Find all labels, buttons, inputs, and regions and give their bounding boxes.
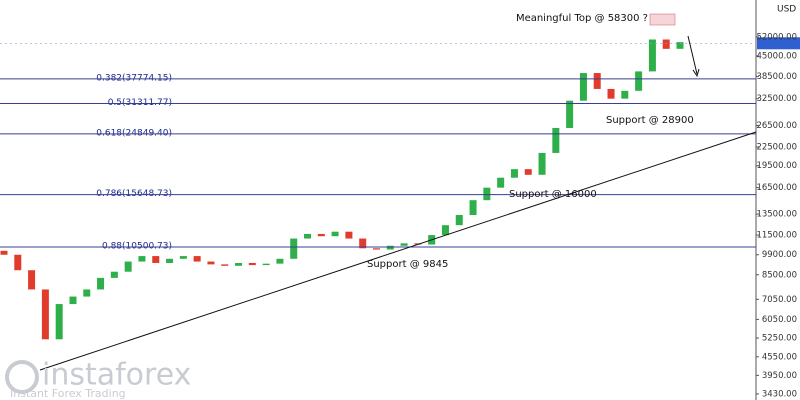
candle bbox=[400, 243, 408, 246]
arrow-head bbox=[692, 68, 700, 78]
candle bbox=[193, 256, 201, 262]
annotation: Support @ 28900 bbox=[606, 115, 694, 126]
candle bbox=[14, 254, 22, 271]
candle bbox=[345, 231, 353, 239]
candle bbox=[69, 296, 77, 305]
y-tick-label: 13500.00 bbox=[756, 210, 797, 220]
candle bbox=[621, 90, 629, 99]
candle bbox=[55, 304, 63, 340]
candle bbox=[0, 250, 8, 255]
candle bbox=[276, 258, 284, 264]
y-tick-label: 9900.00 bbox=[762, 250, 797, 260]
trend-line bbox=[39, 131, 757, 371]
y-tick-label: 22500.00 bbox=[756, 142, 797, 152]
candle bbox=[662, 39, 670, 49]
candle bbox=[359, 238, 367, 249]
y-tick-label: 8500.00 bbox=[762, 270, 797, 280]
y-tick-label: 52000.00 bbox=[756, 32, 797, 42]
candle bbox=[441, 225, 449, 236]
y-tick-label: 38500.00 bbox=[756, 72, 797, 82]
y-tick-label: 26500.00 bbox=[756, 121, 797, 131]
candle bbox=[138, 256, 146, 262]
candle bbox=[579, 73, 587, 101]
candle bbox=[635, 71, 643, 91]
candle bbox=[124, 261, 132, 272]
candle bbox=[676, 42, 684, 49]
brand: instaforex bbox=[42, 358, 191, 393]
candle bbox=[607, 88, 615, 99]
candle bbox=[97, 277, 105, 290]
candle bbox=[372, 248, 380, 250]
top-zone bbox=[649, 13, 676, 26]
tagline: Instant Forex Trading bbox=[10, 387, 126, 400]
candle bbox=[552, 127, 560, 153]
y-tick-label: 5250.00 bbox=[762, 334, 797, 344]
y-tick-label: 11500.00 bbox=[756, 231, 797, 241]
candle bbox=[179, 256, 187, 259]
watermark: instaforex Instant Forex Trading bbox=[5, 358, 191, 400]
candle bbox=[593, 73, 601, 89]
candle bbox=[386, 245, 394, 250]
y-tick-label: 4550.00 bbox=[762, 352, 797, 362]
candle bbox=[152, 256, 160, 263]
candle bbox=[524, 169, 532, 175]
candle bbox=[110, 271, 118, 278]
candle bbox=[83, 289, 91, 297]
arrow bbox=[687, 35, 698, 75]
candle bbox=[538, 152, 546, 175]
candle bbox=[304, 233, 312, 239]
candle bbox=[317, 233, 325, 237]
candle bbox=[455, 214, 463, 226]
y-tick-label: 32500.00 bbox=[756, 94, 797, 104]
candle bbox=[166, 258, 174, 263]
y-tick-label: 3430.00 bbox=[762, 389, 797, 399]
annotation: Meaningful Top @ 58300 ? bbox=[516, 13, 648, 24]
candle bbox=[566, 100, 574, 128]
candle bbox=[28, 270, 36, 290]
annotation: Support @ 16000 bbox=[509, 189, 597, 200]
candle bbox=[262, 263, 270, 266]
candle bbox=[483, 187, 491, 201]
y-tick-label: 19500.00 bbox=[756, 161, 797, 171]
y-tick-label: 3950.00 bbox=[762, 371, 797, 381]
candle bbox=[331, 231, 339, 237]
y-tick-label: 7050.00 bbox=[762, 295, 797, 305]
candle bbox=[207, 261, 215, 265]
current-price-tag bbox=[757, 37, 800, 50]
candle bbox=[510, 169, 518, 178]
candle bbox=[248, 262, 256, 266]
candle bbox=[648, 39, 656, 72]
candle bbox=[290, 238, 298, 259]
candle bbox=[469, 200, 477, 215]
candle bbox=[41, 289, 49, 340]
logo bbox=[5, 360, 39, 394]
y-tick-label: 16500.00 bbox=[756, 183, 797, 193]
candle bbox=[235, 262, 243, 266]
currency: USD bbox=[777, 5, 796, 15]
annotation: Support @ 9845 bbox=[367, 259, 448, 270]
y-tick-label: 45000.00 bbox=[756, 51, 797, 61]
candle bbox=[497, 177, 505, 188]
y-tick-label: 6050.00 bbox=[762, 315, 797, 325]
candle bbox=[221, 264, 229, 266]
